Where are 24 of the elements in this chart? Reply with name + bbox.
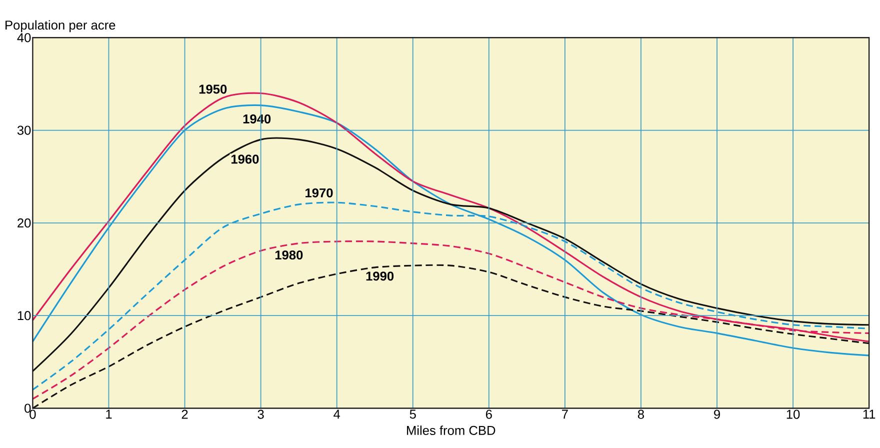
series-label: 1960 <box>231 154 259 164</box>
x-tick-label: 2 <box>182 410 188 419</box>
x-tick-label: 8 <box>638 410 644 419</box>
y-axis-title: Population per acre <box>6 20 116 32</box>
series-label: 1990 <box>366 272 394 281</box>
x-tick-label: 1 <box>106 410 112 419</box>
line-series <box>32 264 870 410</box>
series-label: 1970 <box>306 188 333 198</box>
x-tick-label: 7 <box>562 410 568 419</box>
x-tick-label: 9 <box>714 410 720 419</box>
y-tick-label: 40 <box>17 33 31 42</box>
x-tick-label: 4 <box>334 410 340 419</box>
series-label: 1950 <box>199 84 227 94</box>
series-label: 1980 <box>275 250 303 260</box>
x-axis-title: Miles from CBD <box>407 426 496 436</box>
y-tick-label: 30 <box>17 126 31 135</box>
y-tick-label: 0 <box>24 404 31 413</box>
y-tick-label: 20 <box>18 218 31 228</box>
x-tick-label: 6 <box>486 410 492 419</box>
x-tick-label: 11 <box>863 410 876 419</box>
x-tick-label: 10 <box>786 410 800 419</box>
x-tick-label: 3 <box>258 410 264 419</box>
y-tick-label: 10 <box>18 311 31 320</box>
x-tick-label: 5 <box>410 410 416 419</box>
